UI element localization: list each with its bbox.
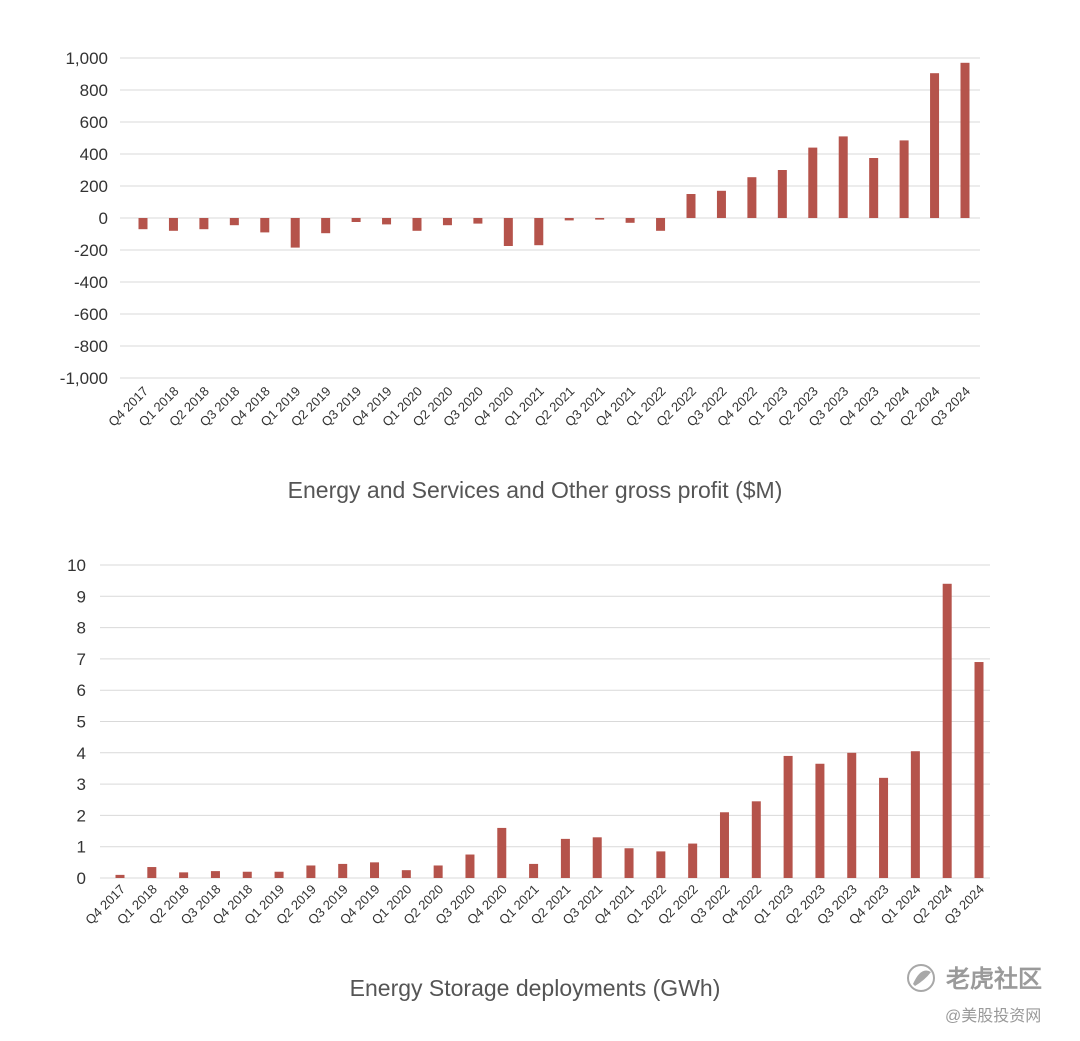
bar-q1-2021 [529,863,539,878]
y-tick-label: 0 [77,869,86,888]
bar-q2-2023 [815,763,825,878]
bar-q4-2019 [370,862,380,878]
bar-q4-2021 [624,848,634,878]
bar-q4-2019 [382,218,392,225]
storage-bars [115,583,984,878]
bar-q3-2018 [229,218,239,226]
bar-q3-2022 [716,190,726,218]
bar-q2-2019 [321,218,331,234]
bar-q2-2021 [564,218,574,221]
bar-q3-2020 [465,854,475,878]
bar-q4-2022 [751,801,761,878]
y-tick-label: 7 [77,650,86,669]
bar-q3-2021 [595,218,605,220]
gross-profit-y-axis: 1,000 800 600 400 200 0 -200 -400 -600 -800 -1,000 [60,49,108,388]
gross-profit-chart-title: Energy and Services and Other gross prof… [288,477,783,503]
bar-q1-2022 [656,218,666,231]
bar-q2-2018 [179,872,189,878]
y-tick-label: 200 [80,177,108,196]
bar-q4-2018 [260,218,270,233]
bar-q1-2018 [147,867,157,878]
bar-q2-2022 [686,194,696,218]
bar-q4-2023 [869,158,879,218]
bar-q2-2020 [442,218,452,226]
gross-profit-bars [138,62,970,248]
gross-profit-chart: 1,000 800 600 400 200 0 -200 -400 -600 -800 -1,000… [60,49,980,503]
watermark-subtitle: @美股投资网 [945,1007,1041,1025]
y-tick-label: 5 [77,713,86,732]
bar-q1-2024 [899,140,909,218]
y-tick-label: 800 [80,81,108,100]
y-tick-label: 10 [67,556,86,575]
bar-q2-2024 [930,73,940,218]
bar-q1-2024 [910,751,920,878]
y-tick-label: -200 [74,241,108,260]
bar-q3-2022 [719,812,729,878]
bar-q3-2024 [960,62,970,218]
y-tick-label: -1,000 [60,369,108,388]
y-tick-label: 400 [80,145,108,164]
y-tick-label: -800 [74,337,108,356]
bar-q1-2019 [290,218,300,248]
bar-q1-2020 [401,870,411,878]
bar-q3-2023 [838,136,848,218]
y-tick-label: 3 [77,775,86,794]
bar-q2-2024 [942,583,952,878]
bar-q1-2020 [412,218,422,231]
bar-q4-2022 [747,177,757,218]
bar-q2-2020 [433,865,443,878]
bar-q2-2018 [199,218,209,230]
y-tick-label: -400 [74,273,108,292]
bar-q3-2018 [210,871,220,878]
bar-q1-2022 [656,851,666,878]
bar-q4-2023 [879,777,889,878]
bar-q3-2019 [338,863,348,878]
bar-q4-2017 [115,874,125,878]
y-tick-label: 600 [80,113,108,132]
bar-q3-2021 [592,837,602,878]
bar-q4-2021 [625,218,635,223]
bar-q3-2023 [847,752,857,878]
y-tick-label: -600 [74,305,108,324]
y-tick-label: 1,000 [65,49,108,68]
y-tick-label: 0 [99,209,108,228]
bar-q1-2019 [274,871,284,878]
bar-q4-2020 [497,827,507,878]
bar-q2-2019 [306,865,316,878]
y-tick-label: 8 [77,619,86,638]
y-tick-label: 6 [77,681,86,700]
bar-q2-2021 [560,838,570,878]
y-tick-label: 9 [77,587,86,606]
bar-q4-2018 [242,871,252,878]
bar-q1-2018 [168,218,178,231]
watermark: 老虎社区 @美股投资网 [907,964,1042,1025]
bar-q2-2023 [808,147,818,218]
tiger-logo-icon [907,964,935,992]
gross-profit-gridlines [120,57,980,379]
storage-gridlines [100,564,990,879]
bar-q4-2020 [503,218,513,246]
y-tick-label: 2 [77,806,86,825]
bar-q3-2024 [974,662,984,878]
y-tick-label: 4 [77,744,86,763]
bar-q3-2020 [473,218,483,224]
bar-q1-2023 [777,170,787,218]
storage-chart-title: Energy Storage deployments (GWh) [350,975,721,1001]
bar-q1-2021 [534,218,544,246]
bar-q3-2019 [351,218,361,222]
bar-q2-2022 [688,843,698,878]
bar-q1-2023 [783,755,793,878]
bar-q4-2017 [138,218,148,230]
watermark-title: 老虎社区 [946,965,1042,993]
y-tick-label: 1 [77,838,86,857]
